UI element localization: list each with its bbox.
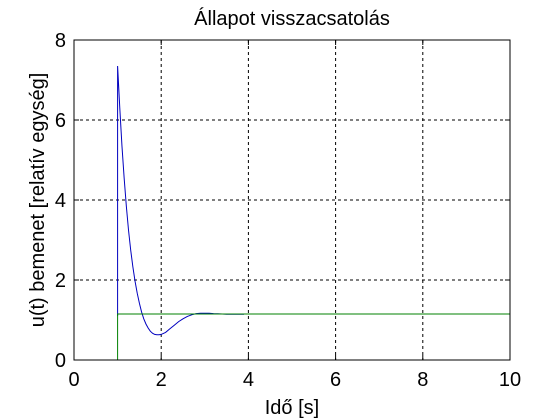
y-axis-label: u(t) bemenet [relatív egység] xyxy=(27,73,49,328)
y-tick-label: 2 xyxy=(55,270,66,292)
chart-title: Állapot visszacsatolás xyxy=(194,7,390,30)
x-tick-label: 6 xyxy=(330,369,341,391)
x-tick-label: 0 xyxy=(68,369,79,391)
y-tick-label: 4 xyxy=(55,190,66,212)
x-tick-label: 8 xyxy=(417,369,428,391)
y-tick-label: 6 xyxy=(55,110,66,132)
x-tick-label: 10 xyxy=(499,369,521,391)
y-tick-label: 8 xyxy=(55,30,66,52)
grid xyxy=(74,40,510,360)
y-tick-label: 0 xyxy=(55,350,66,372)
x-tick-label: 2 xyxy=(156,369,167,391)
x-axis-label: Idő [s] xyxy=(265,397,319,419)
x-tick-label: 4 xyxy=(243,369,254,391)
ticks-group: 0 2 4 6 8 10 0 2 4 6 8 xyxy=(55,30,521,391)
